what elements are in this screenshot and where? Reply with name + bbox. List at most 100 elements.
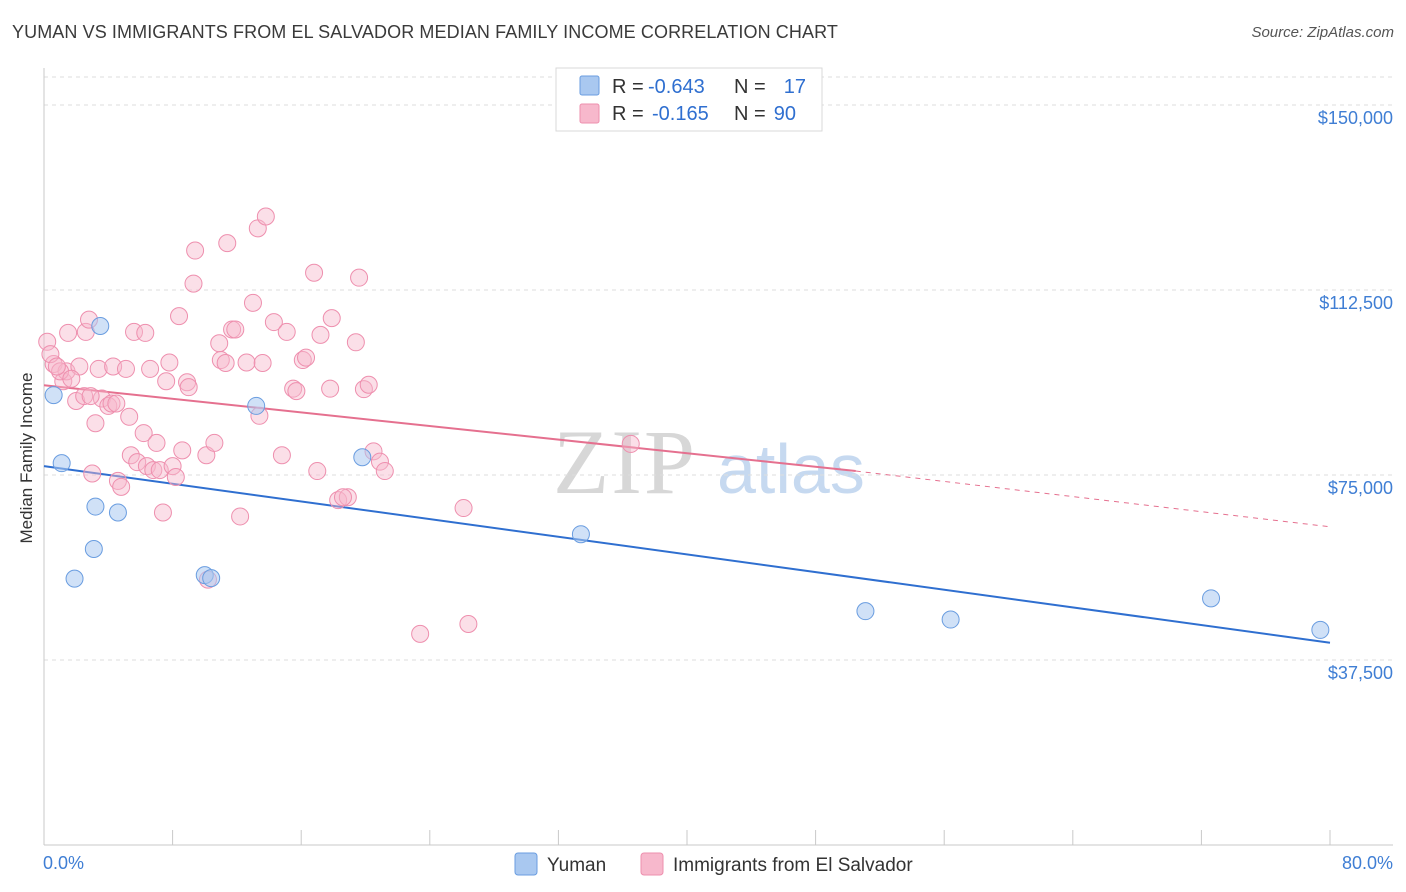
series-legend: Yuman Immigrants from El Salvador xyxy=(514,852,913,876)
legend-n-value-1: 17 xyxy=(784,76,806,98)
data-point-salvador xyxy=(370,452,389,471)
data-point-salvador xyxy=(287,382,306,401)
data-point-salvador xyxy=(322,309,341,328)
data-point-salvador xyxy=(116,359,135,378)
x-tick-label-min: 0.0% xyxy=(43,853,84,873)
correlation-legend: R = -0.643 N = 17 R = -0.165 N = 90 xyxy=(555,67,823,132)
data-point-yuman xyxy=(202,569,221,588)
data-point-yuman xyxy=(571,525,590,544)
data-point-yuman xyxy=(86,497,105,516)
data-point-salvador xyxy=(134,424,153,443)
chart-title: YUMAN VS IMMIGRANTS FROM EL SALVADOR MED… xyxy=(12,22,838,42)
data-point-salvador xyxy=(308,462,327,481)
data-point-salvador xyxy=(153,503,172,522)
data-point-salvador xyxy=(179,378,198,397)
data-point-salvador xyxy=(237,353,256,372)
data-point-salvador xyxy=(272,446,291,465)
data-point-yuman xyxy=(91,317,110,336)
legend-n-value-2: 90 xyxy=(774,103,796,125)
data-point-salvador xyxy=(157,372,176,391)
legend-swatch-yuman xyxy=(579,75,600,96)
data-point-salvador xyxy=(47,357,66,376)
axes xyxy=(43,68,1393,846)
data-point-salvador xyxy=(184,274,203,293)
y-tick-label: $150,000 xyxy=(1318,108,1393,128)
data-point-salvador xyxy=(454,499,473,518)
bottom-legend-swatch-yuman xyxy=(514,852,538,876)
data-point-salvador xyxy=(128,453,147,472)
data-point-salvador xyxy=(75,387,94,406)
data-point-salvador xyxy=(231,507,250,526)
data-point-salvador xyxy=(186,241,205,260)
data-point-salvador xyxy=(277,322,296,341)
data-point-salvador xyxy=(338,488,357,507)
data-point-salvador xyxy=(621,434,640,453)
data-point-salvador xyxy=(375,462,394,481)
data-point-yuman xyxy=(856,602,875,621)
source-credit: Source: ZipAtlas.com xyxy=(1251,24,1394,41)
data-point-salvador xyxy=(170,307,189,326)
data-point-salvador xyxy=(211,351,230,370)
data-point-salvador xyxy=(321,379,340,398)
y-axis-label: Median Family Income xyxy=(17,372,36,543)
data-point-salvador xyxy=(311,325,330,344)
legend-n-label-1: N = xyxy=(734,76,766,98)
data-point-salvador xyxy=(136,323,155,342)
data-point-salvador xyxy=(51,362,70,381)
data-point-salvador xyxy=(92,389,111,408)
data-point-salvador xyxy=(81,387,100,406)
data-points xyxy=(38,207,1330,643)
data-point-salvador xyxy=(256,207,275,226)
legend-box xyxy=(555,67,823,132)
trend-line-salvador-extension xyxy=(855,470,1331,528)
data-point-yuman xyxy=(108,503,127,522)
data-point-salvador xyxy=(350,268,369,287)
data-point-yuman xyxy=(941,610,960,629)
legend-r-value-2: -0.165 xyxy=(652,103,709,125)
data-point-salvador xyxy=(297,348,316,367)
y-tick-label: $37,500 xyxy=(1328,663,1393,683)
data-point-salvador xyxy=(120,407,139,426)
data-point-yuman xyxy=(84,540,103,558)
legend-swatch-salvador xyxy=(579,103,600,124)
data-point-salvador xyxy=(226,320,245,339)
data-point-salvador xyxy=(210,334,229,353)
watermark-zip: ZIP xyxy=(553,411,697,513)
bottom-legend-yuman: Yuman xyxy=(547,855,606,876)
y-tick-label: $75,000 xyxy=(1328,478,1393,498)
y-tick-label: $112,500 xyxy=(1319,293,1393,313)
data-point-salvador xyxy=(62,369,81,388)
data-point-salvador xyxy=(121,446,140,465)
data-point-salvador xyxy=(305,263,324,282)
data-point-yuman xyxy=(1202,589,1221,608)
data-point-salvador xyxy=(160,353,179,372)
data-point-salvador xyxy=(108,471,127,490)
data-point-salvador xyxy=(216,354,235,373)
data-point-salvador xyxy=(147,433,166,452)
data-point-salvador xyxy=(173,441,192,460)
legend-n-label-2: N = xyxy=(734,103,766,125)
y-tick-labels: $37,500 $75,000 $112,500 $150,000 xyxy=(1318,108,1393,683)
data-point-salvador xyxy=(293,351,312,370)
data-point-yuman xyxy=(52,454,71,473)
data-point-salvador xyxy=(163,457,182,476)
x-tick-label-max: 80.0% xyxy=(1342,853,1393,873)
data-point-salvador xyxy=(253,354,272,373)
data-point-salvador xyxy=(102,394,121,413)
data-point-salvador xyxy=(333,488,352,507)
trend-lines xyxy=(43,384,1331,644)
data-point-salvador xyxy=(359,375,378,394)
data-point-salvador xyxy=(89,359,108,378)
data-point-salvador xyxy=(166,467,185,486)
legend-r-label-1: R = xyxy=(612,76,644,98)
data-point-salvador xyxy=(284,379,303,398)
data-point-yuman xyxy=(353,448,372,467)
data-point-salvador xyxy=(264,313,283,332)
trend-line-salvador xyxy=(43,384,856,473)
data-point-salvador xyxy=(83,464,102,483)
trend-line-yuman xyxy=(43,465,1331,644)
data-point-salvador xyxy=(86,414,105,433)
data-point-salvador xyxy=(411,624,430,643)
data-point-salvador xyxy=(112,477,131,496)
